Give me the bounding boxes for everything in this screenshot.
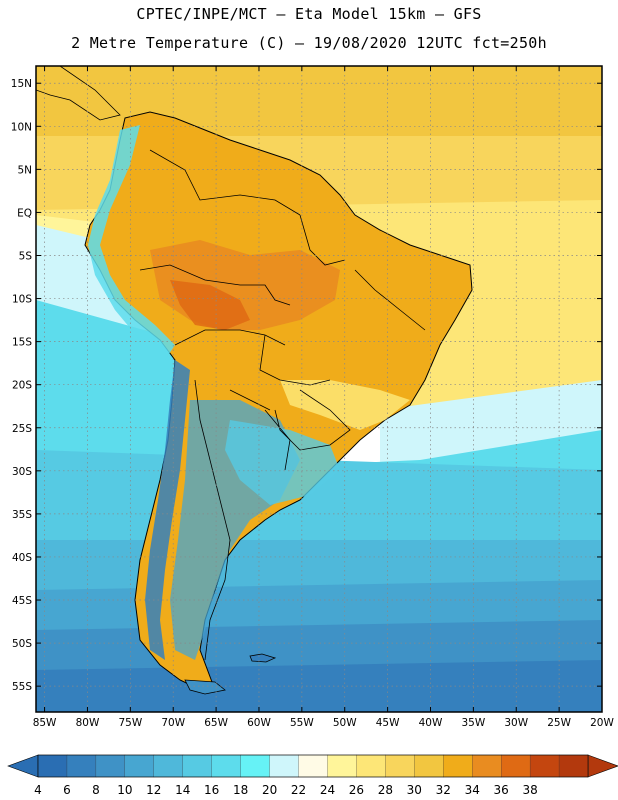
tierra-del-fuego [184,679,226,695]
colorbar-swatch [327,754,358,778]
lon-label: 45W [376,717,400,729]
lon-label: 20W [590,717,614,729]
lat-label: 15S [12,337,32,349]
colorbar-swatch [443,754,473,778]
colorbar-swatch [356,754,387,778]
lon-label: 65W [204,717,228,729]
colorbar-arrow-left [7,754,39,778]
colorbar-swatch [37,754,68,778]
colorbar-label: 4 [34,783,42,797]
colorbar-label: 8 [92,783,100,797]
colorbar-label: 24 [320,783,335,797]
andes-north [88,125,175,360]
lon-label: 25W [547,717,571,729]
colorbar-label: 36 [494,783,509,797]
chart-title-line2: 2 Metre Temperature (C) – 19/08/2020 12U… [71,34,547,52]
lon-label: 75W [118,717,142,729]
band-tropical-north [36,66,602,136]
map-frame [35,65,603,713]
lat-label: 45S [12,595,32,607]
pampas [225,420,340,505]
interior-hottest [170,280,250,330]
lat-label: 5S [19,250,33,262]
colorbar-label: 6 [63,783,71,797]
chart-title-line1: CPTEC/INPE/MCT – Eta Model 15km – GFS [136,5,482,23]
land [36,66,473,695]
lon-label: 85W [33,717,57,729]
colorbar-label: 32 [436,783,451,797]
colorbar-swatch [529,754,560,778]
colorbar-arrow-right [587,754,618,778]
lat-label: 50S [12,638,32,650]
lat-label: 55S [12,681,32,693]
lon-tick-labels: 85W 80W 75W 70W 65W 60W 55W 50W 45W 40W 35W 30W 25W 2… [33,66,614,729]
lat-label: EQ [17,207,32,219]
colorbar-label: 30 [407,783,422,797]
colorbar-label: 34 [465,783,480,797]
central-america [36,66,121,121]
colorbar-swatch [558,754,589,778]
lon-label: 50W [333,717,357,729]
colorbar-label: 26 [349,783,364,797]
colorbar-label: 18 [233,783,248,797]
colorbar-label: 10 [117,783,132,797]
lat-label: 30S [12,466,32,478]
colorbar-swatch [385,754,415,778]
colorbar-label: 12 [146,783,161,797]
colorbar-swatch [95,754,126,778]
lat-label: 25S [12,423,32,435]
colorbar-label: 38 [522,783,537,797]
colorbar-swatch [298,754,329,778]
colorbar-swatch [501,754,531,778]
lat-label: 15N [11,78,32,90]
lat-label: 5N [17,164,32,176]
colorbar-label: 20 [262,783,277,797]
lat-label: 35S [12,509,32,521]
lat-tick-labels: 15N 10N 5N EQ 5S 10S 15S 20S 25S 30S 35S 40S 45S 50S 5… [11,78,602,693]
lon-label: 35W [461,717,485,729]
colorbar-swatch [153,754,184,778]
colorbar-swatch [182,754,213,778]
colorbar-frame [37,754,589,778]
colorbar-swatch [414,754,444,778]
colorbar-swatch [66,754,97,778]
colorbar-label: 22 [291,783,306,797]
lat-label: 40S [12,552,32,564]
falklands [249,653,277,663]
andes-south [145,360,190,660]
colorbar-swatch [472,754,502,778]
colorbar-swatch [211,754,242,778]
lon-label: 70W [161,717,185,729]
colorbar-label: 16 [204,783,219,797]
colorbar: 4 6 8 10 12 14 16 18 20 22 24 26 28 30 32 34 36 38 [7,754,618,797]
lon-label: 30W [504,717,528,729]
lat-label: 10S [12,294,32,306]
lon-label: 80W [76,717,100,729]
lon-label: 60W [247,717,271,729]
lon-label: 40W [419,717,443,729]
lon-label: 55W [290,717,314,729]
colorbar-swatch [269,754,300,778]
colorbar-swatch [240,754,271,778]
colorbar-label: 14 [175,783,190,797]
lat-label: 10N [11,121,32,133]
lat-label: 20S [12,380,32,392]
colorbar-label: 28 [378,783,393,797]
colorbar-swatch [124,754,155,778]
